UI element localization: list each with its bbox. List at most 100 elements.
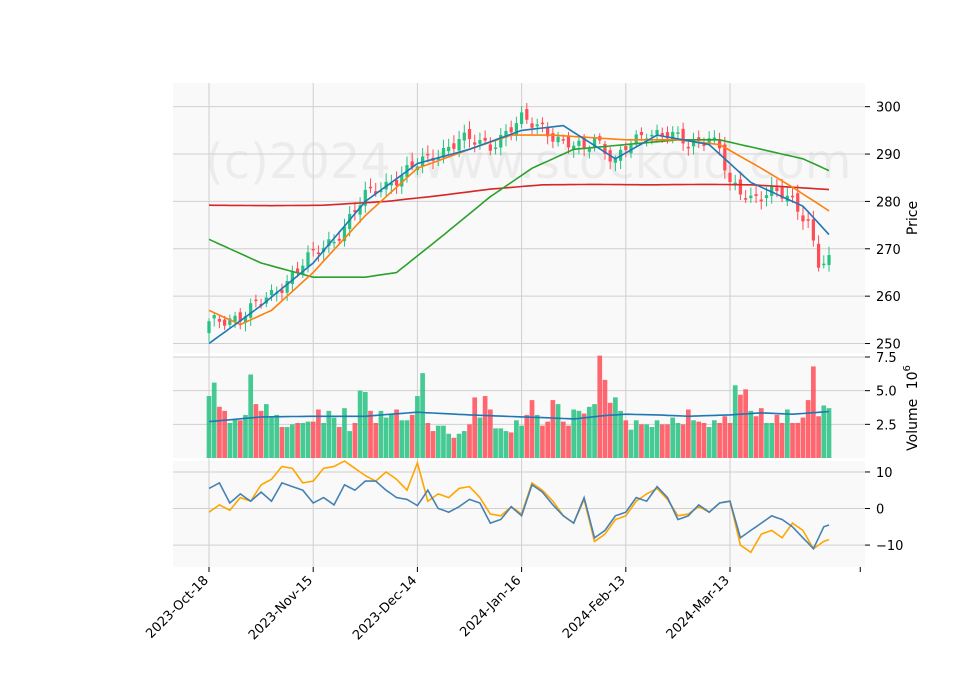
- volume-axis-label: Volume 106: [902, 365, 921, 451]
- candle-body: [733, 182, 737, 185]
- candle-body: [504, 131, 508, 138]
- volume-bar: [362, 392, 368, 458]
- volume-bar: [821, 405, 827, 458]
- candle-body: [811, 219, 815, 241]
- candle-body: [775, 187, 779, 192]
- x-tick-label: 2024-Mar-13: [664, 573, 733, 642]
- volume-bar: [305, 421, 311, 458]
- candle-body: [332, 241, 336, 244]
- volume-bar: [357, 390, 363, 458]
- y-tick-label: 0: [876, 503, 884, 518]
- volume-bar: [576, 410, 582, 458]
- candle-body: [410, 161, 414, 168]
- candle-body: [223, 319, 227, 326]
- candle-body: [436, 158, 440, 160]
- candle-body: [374, 191, 378, 194]
- volume-bar: [753, 416, 759, 458]
- volume-bar: [764, 422, 769, 458]
- volume-bar: [769, 422, 775, 458]
- candle-body: [530, 123, 534, 128]
- candle-body: [556, 136, 560, 143]
- volume-bar: [430, 431, 436, 458]
- volume-bar: [790, 422, 795, 458]
- candle-body: [269, 289, 274, 296]
- volume-bar: [555, 404, 561, 458]
- candle-body: [389, 183, 393, 186]
- volume-bar: [571, 409, 577, 458]
- candle-body: [572, 145, 576, 151]
- candle-body: [426, 153, 430, 156]
- volume-bar: [706, 427, 712, 458]
- candle-body: [728, 172, 732, 183]
- volume-bar: [342, 408, 347, 458]
- y-tick-label: −10: [876, 539, 903, 554]
- volume-bar: [675, 422, 681, 458]
- volume-bar: [748, 410, 754, 458]
- volume-bar: [524, 414, 530, 458]
- volume-bar: [263, 404, 269, 458]
- candle-body: [493, 147, 498, 149]
- volume-average: [208, 410, 830, 423]
- volume-bar: [639, 424, 644, 458]
- candle-body: [311, 248, 315, 251]
- candle-body: [295, 268, 300, 273]
- candle-body: [535, 124, 539, 127]
- candle-body: [254, 299, 258, 302]
- volume-bar: [206, 396, 212, 458]
- volume-bar: [732, 385, 738, 458]
- volume-bar: [232, 418, 238, 458]
- volume-bar: [316, 409, 321, 458]
- y-tick-label: 10: [876, 466, 893, 481]
- candle-body: [697, 137, 701, 141]
- volume-bar: [618, 410, 623, 458]
- candle-body: [368, 186, 373, 189]
- candle-body: [379, 190, 383, 193]
- volume-bar: [514, 420, 519, 458]
- candle-body: [457, 138, 461, 151]
- volume-bar: [368, 410, 373, 458]
- volume-bar: [680, 424, 686, 458]
- candle-body: [650, 134, 654, 137]
- volume-bar: [566, 425, 571, 458]
- y-tick-label: 300: [876, 101, 901, 116]
- volume-bar: [805, 400, 811, 458]
- candle-body: [754, 194, 758, 196]
- volume-bar: [383, 417, 389, 458]
- volume-bar: [800, 417, 806, 458]
- sma-short-line: [208, 124, 830, 345]
- volume-axis-unit: 106: [902, 365, 921, 389]
- volume-bar: [670, 417, 676, 458]
- watermark: (c)2024 www.stockoid.com: [205, 134, 852, 190]
- volume-bar: [451, 437, 457, 458]
- volume-bar: [488, 409, 493, 458]
- volume-bar: [310, 421, 316, 458]
- volume-bar: [274, 414, 280, 458]
- candle-body: [473, 142, 477, 145]
- candle-body: [342, 226, 347, 242]
- volume-bar: [290, 424, 295, 458]
- volume-bar: [461, 431, 467, 458]
- candle-body: [238, 312, 242, 322]
- volume-bar: [784, 409, 790, 458]
- volume-bar: [779, 422, 785, 458]
- candle-body: [639, 131, 644, 136]
- volume-bar: [211, 382, 217, 458]
- volume-bar: [633, 420, 639, 458]
- volume-bar: [534, 414, 540, 458]
- volume-bar: [300, 422, 306, 458]
- candle-body: [577, 140, 581, 146]
- candle-body: [681, 128, 685, 144]
- candle-body: [796, 193, 800, 212]
- volume-bar: [425, 422, 431, 458]
- candle-body: [551, 133, 555, 142]
- candle-body: [447, 146, 451, 152]
- candle-body: [363, 189, 367, 206]
- volume-bar: [237, 420, 243, 458]
- volume-bar: [279, 427, 285, 458]
- volume-bar: [269, 417, 274, 458]
- y-tick-label: 2.5: [876, 418, 897, 433]
- candle-body: [478, 140, 482, 144]
- candle-body: [327, 239, 331, 246]
- y-tick-label: 270: [876, 243, 901, 258]
